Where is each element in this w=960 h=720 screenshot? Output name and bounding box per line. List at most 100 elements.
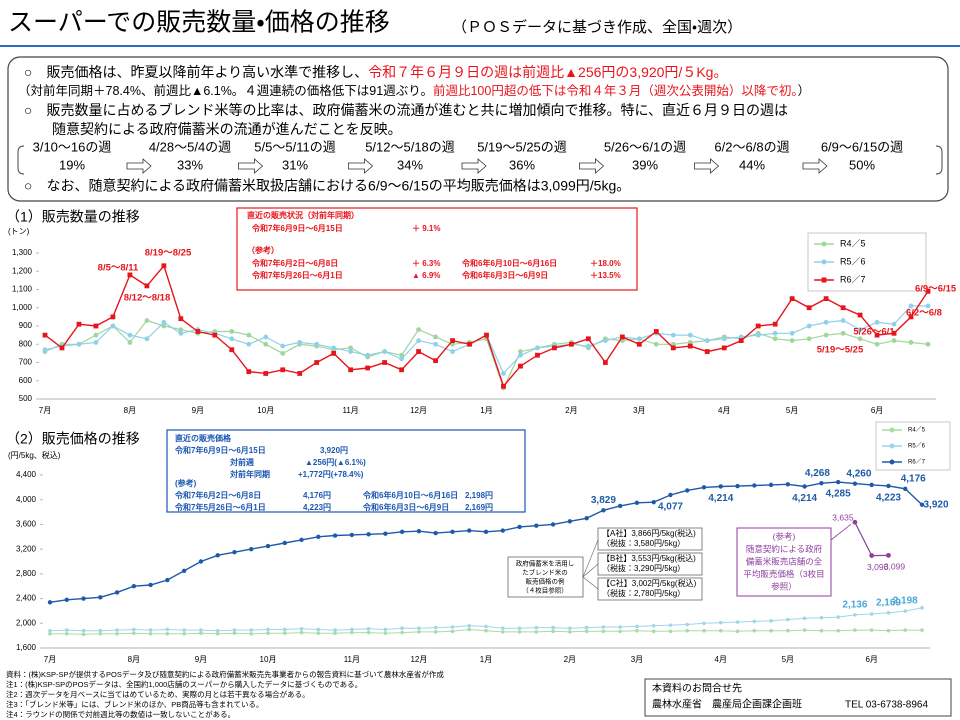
series-point bbox=[433, 625, 438, 630]
series-point bbox=[282, 631, 287, 635]
series-point bbox=[891, 330, 897, 336]
y-tick-label: 2,400 bbox=[16, 594, 37, 603]
series-point bbox=[59, 345, 65, 351]
x-tick-label: 7月 bbox=[44, 655, 56, 664]
note-text: 2,198円 bbox=[465, 491, 493, 500]
point-label: 6/9～6/15 bbox=[915, 284, 957, 295]
series-point bbox=[349, 532, 355, 538]
series-point bbox=[869, 482, 874, 488]
share-label: 44% bbox=[739, 157, 765, 172]
series-point bbox=[81, 632, 86, 637]
y-tick-label: 1,300 bbox=[12, 248, 33, 257]
x-tick-label: 5月 bbox=[782, 655, 794, 664]
series-point bbox=[433, 630, 438, 634]
note-text: 対前週 bbox=[229, 457, 254, 467]
series-point bbox=[568, 630, 572, 634]
x-tick-label: 6月 bbox=[865, 655, 877, 664]
series-point bbox=[266, 631, 270, 635]
y-tick-label: 700 bbox=[19, 358, 33, 367]
note-text: 令和7年6月9日～6月15日 bbox=[175, 445, 266, 455]
series-point bbox=[735, 620, 740, 624]
share-label: 39% bbox=[632, 157, 658, 172]
summary-text: ○ 販売価格は、昨夏以降前年より高い水準で推移し、 bbox=[24, 64, 368, 80]
company-price: （税抜：3,290円/5kg） bbox=[602, 563, 685, 573]
note-text: ＋13.5% bbox=[590, 271, 621, 280]
y-tick-label: 3,200 bbox=[16, 544, 37, 553]
series-point bbox=[534, 523, 539, 528]
series-point bbox=[433, 341, 438, 347]
note-text: 令和7年5月26日～6月1日 bbox=[175, 502, 266, 512]
company-price: （税抜：3,580円/5kg） bbox=[602, 538, 685, 548]
series-point bbox=[925, 288, 931, 294]
series-point bbox=[399, 529, 405, 535]
summary-box bbox=[7, 56, 949, 202]
series-point bbox=[314, 341, 320, 347]
series-point bbox=[484, 624, 488, 629]
series-point bbox=[48, 631, 52, 636]
data-label: 3,920 bbox=[923, 499, 948, 510]
series-point bbox=[212, 332, 218, 338]
footnote: 注2：週次データを月ベースに当てはめているため、実際の月とは若干異なる場合がある… bbox=[6, 689, 310, 699]
series-point bbox=[316, 627, 321, 632]
series-point bbox=[348, 349, 354, 354]
x-tick-label: 6月 bbox=[871, 406, 883, 415]
series-point bbox=[886, 483, 891, 489]
summary-line: （対前年同期＋78.4%、前週比▲6.1%。４週連続の価格低下は91週ぶり。前週… bbox=[18, 83, 810, 98]
series-point bbox=[903, 486, 908, 492]
x-tick-label: 2月 bbox=[564, 655, 576, 664]
chart-title: （1）販売数量の推移 bbox=[6, 209, 140, 225]
series-point bbox=[535, 345, 540, 351]
y-tick-label: 600 bbox=[19, 376, 33, 385]
series-point bbox=[232, 631, 237, 635]
share-label: 36% bbox=[509, 157, 535, 172]
series-point bbox=[199, 628, 203, 632]
series-point bbox=[785, 482, 791, 487]
series-point bbox=[602, 338, 608, 343]
series-point bbox=[332, 533, 338, 538]
summary-text: ○ 販売数量に占めるブレンド米等の比率は、政府備蓄米の流通が進むと共に増加傾向で… bbox=[24, 102, 788, 118]
series-point bbox=[517, 630, 522, 634]
y-tick-label: 900 bbox=[19, 321, 33, 330]
price-note-box bbox=[166, 429, 526, 513]
note-text: ＋ 6.3% bbox=[412, 259, 440, 268]
subtitle: （ＰＯＳデータに基づき作成、全国・週次） bbox=[452, 18, 742, 36]
x-tick-label: 1月 bbox=[480, 655, 492, 664]
series-point bbox=[920, 606, 924, 610]
data-label: 3,829 bbox=[591, 495, 616, 506]
series-point bbox=[702, 628, 706, 633]
series-point bbox=[64, 631, 69, 636]
x-tick-label: 8月 bbox=[128, 655, 140, 664]
series-point bbox=[551, 625, 555, 630]
series-point bbox=[619, 334, 625, 340]
series-point bbox=[517, 524, 522, 530]
footnote: 注4：ラウンドの関係で対前週比等の数値は一致しないことがある。 bbox=[6, 709, 235, 719]
series-point bbox=[718, 620, 723, 625]
reference-note: （４枚目参照） bbox=[522, 586, 568, 595]
series-point bbox=[331, 345, 337, 351]
series-point bbox=[181, 568, 187, 573]
y-tick-label: 4,000 bbox=[16, 495, 37, 504]
legend-label: R6／7 bbox=[840, 274, 866, 284]
summary-line: 随意契約による政府備蓄米の流通が進んだことを反映。 bbox=[24, 121, 402, 137]
note-text: 令和6年6月10日～6月16日 bbox=[462, 258, 557, 268]
series-point bbox=[178, 330, 184, 336]
series-point bbox=[752, 628, 757, 633]
data-label: 4,214 bbox=[792, 493, 817, 504]
series-point bbox=[768, 482, 774, 488]
x-tick-label: 4月 bbox=[718, 406, 730, 415]
series-point bbox=[333, 628, 337, 632]
legend-marker bbox=[821, 259, 827, 265]
x-tick-label: 12月 bbox=[410, 655, 427, 664]
legend-marker bbox=[821, 277, 827, 283]
series-point bbox=[348, 367, 354, 373]
legend-marker bbox=[889, 459, 895, 465]
series-point bbox=[229, 336, 235, 342]
note-title: 直近の販売価格 bbox=[175, 433, 232, 443]
series-point bbox=[755, 323, 761, 329]
summary-line: ○ 販売数量に占めるブレンド米等の比率は、政府備蓄米の流通が進むと共に増加傾向で… bbox=[24, 102, 788, 118]
x-tick-label: 5月 bbox=[786, 406, 798, 415]
series-point bbox=[704, 338, 710, 343]
series-point bbox=[263, 334, 269, 340]
